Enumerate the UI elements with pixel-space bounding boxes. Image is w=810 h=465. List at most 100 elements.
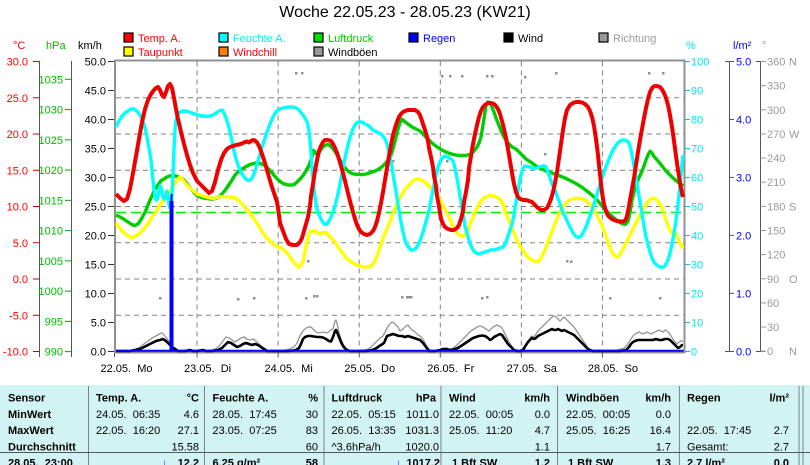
svg-text:Richtung: Richtung	[613, 33, 656, 45]
svg-text:Luftdruck: Luftdruck	[328, 33, 374, 45]
svg-text:80: 80	[691, 115, 703, 127]
svg-text:N: N	[789, 346, 797, 358]
svg-text:O: O	[789, 274, 798, 286]
svg-text:40.0: 40.0	[85, 115, 106, 127]
svg-text:3.0: 3.0	[736, 172, 751, 184]
svg-text:22.05. 00:05: 22.05. 00:05	[449, 409, 513, 421]
svg-text:1000: 1000	[39, 286, 63, 298]
svg-text:Windböen: Windböen	[328, 47, 378, 59]
svg-text:%: %	[686, 40, 696, 52]
svg-text:1.7: 1.7	[656, 441, 671, 453]
svg-text:70: 70	[691, 144, 703, 156]
svg-text:6.25 g/m²: 6.25 g/m²	[213, 458, 261, 465]
svg-text:27.05. Sa: 27.05. Sa	[507, 363, 558, 375]
svg-text:Windchill: Windchill	[233, 47, 277, 59]
svg-text:^3.6hPa/h: ^3.6hPa/h	[332, 441, 381, 453]
svg-text:30.0: 30.0	[85, 173, 106, 185]
svg-text:20: 20	[691, 289, 703, 301]
svg-text:15.0: 15.0	[7, 165, 28, 177]
svg-text:10.0: 10.0	[7, 202, 28, 214]
svg-text:Taupunkt: Taupunkt	[138, 47, 183, 59]
svg-text:4.6: 4.6	[184, 409, 199, 421]
svg-text:0: 0	[691, 347, 697, 359]
svg-text:30: 30	[691, 260, 703, 272]
svg-text:25.0: 25.0	[85, 202, 106, 214]
svg-text:25.0: 25.0	[7, 93, 28, 105]
svg-text:120: 120	[767, 250, 785, 262]
svg-text:1035: 1035	[39, 74, 63, 86]
svg-text:Wind: Wind	[518, 33, 543, 45]
svg-text:0: 0	[767, 346, 773, 358]
svg-text:1 Bft SW: 1 Bft SW	[452, 458, 498, 465]
svg-text:-5.0: -5.0	[9, 310, 28, 322]
svg-text:Regen: Regen	[423, 33, 455, 45]
svg-text:W: W	[789, 129, 800, 141]
svg-text:270: 270	[767, 129, 785, 141]
svg-text:150: 150	[767, 225, 785, 237]
svg-text:2.7: 2.7	[774, 425, 789, 437]
svg-text:N: N	[789, 57, 797, 69]
svg-text:30: 30	[767, 322, 779, 334]
svg-text:%: %	[308, 393, 318, 405]
svg-text:240: 240	[767, 153, 785, 165]
svg-text:°C: °C	[187, 393, 199, 405]
svg-text:hPa: hPa	[416, 393, 437, 405]
svg-text:23.05. Di: 23.05. Di	[184, 363, 231, 375]
svg-text:90: 90	[767, 274, 779, 286]
svg-text:0.0: 0.0	[736, 346, 751, 358]
svg-text:100: 100	[691, 57, 709, 69]
svg-text:°: °	[762, 40, 766, 52]
svg-text:Durchschnitt: Durchschnitt	[8, 441, 76, 453]
svg-text:45.0: 45.0	[85, 86, 106, 98]
svg-text:0.0: 0.0	[656, 409, 671, 421]
svg-text:-10.0: -10.0	[3, 347, 28, 359]
svg-text:995: 995	[45, 316, 63, 328]
svg-text:28.05. So: 28.05. So	[588, 363, 638, 375]
svg-text:1.2: 1.2	[535, 458, 550, 465]
svg-text:5.0: 5.0	[91, 318, 106, 330]
svg-text:Temp. A.: Temp. A.	[138, 33, 181, 45]
svg-text:15.0: 15.0	[85, 260, 106, 272]
svg-text:20.0: 20.0	[85, 231, 106, 243]
svg-text:22.05. 17:45: 22.05. 17:45	[687, 425, 751, 437]
svg-text:Regen: Regen	[687, 393, 721, 405]
svg-text:58: 58	[306, 458, 318, 465]
svg-text:27.1: 27.1	[178, 425, 199, 437]
svg-text:0.0: 0.0	[774, 458, 789, 465]
svg-text:1.0: 1.0	[736, 288, 751, 300]
svg-text:2.7: 2.7	[774, 441, 789, 453]
svg-text:60: 60	[767, 298, 779, 310]
svg-text:Woche 22.05.23 - 28.05.23 (KW2: Woche 22.05.23 - 28.05.23 (KW21)	[279, 4, 530, 21]
svg-text:0.0: 0.0	[13, 274, 28, 286]
svg-text:22.05. Mo: 22.05. Mo	[101, 363, 153, 375]
svg-text:1.1: 1.1	[535, 441, 550, 453]
svg-text:↓: ↓	[162, 458, 168, 465]
svg-text:1 Bft SW: 1 Bft SW	[568, 458, 614, 465]
svg-text:28.05. 17:45: 28.05. 17:45	[213, 409, 277, 421]
svg-text:hPa: hPa	[46, 40, 66, 52]
svg-text:1020: 1020	[39, 165, 63, 177]
svg-text:1.3: 1.3	[656, 458, 671, 465]
svg-text:5.0: 5.0	[736, 57, 751, 69]
svg-text:22.05. 05:15: 22.05. 05:15	[332, 409, 396, 421]
svg-text:MinWert: MinWert	[8, 409, 52, 421]
svg-text:15.58: 15.58	[171, 441, 199, 453]
svg-text:180: 180	[767, 201, 785, 213]
svg-text:↓: ↓	[396, 458, 402, 465]
svg-text:35.0: 35.0	[85, 144, 106, 156]
svg-text:25.05. 16:25: 25.05. 16:25	[566, 425, 630, 437]
svg-text:25.05. 11:20: 25.05. 11:20	[449, 425, 512, 437]
svg-text:83: 83	[306, 425, 318, 437]
svg-text:Feuchte A.: Feuchte A.	[213, 393, 269, 405]
svg-text:Temp. A.: Temp. A.	[96, 393, 141, 405]
svg-text:990: 990	[45, 347, 63, 359]
svg-text:1025: 1025	[39, 135, 63, 147]
svg-text:1011.0: 1011.0	[406, 409, 439, 421]
svg-text:60: 60	[306, 441, 318, 453]
svg-text:22.05. 00:05: 22.05. 00:05	[566, 409, 630, 421]
svg-text:Luftdruck: Luftdruck	[332, 393, 384, 405]
svg-text:0.0: 0.0	[91, 347, 106, 359]
svg-text:4.7: 4.7	[535, 425, 550, 437]
svg-text:12.2: 12.2	[178, 458, 199, 465]
svg-text:50.0: 50.0	[85, 57, 106, 69]
